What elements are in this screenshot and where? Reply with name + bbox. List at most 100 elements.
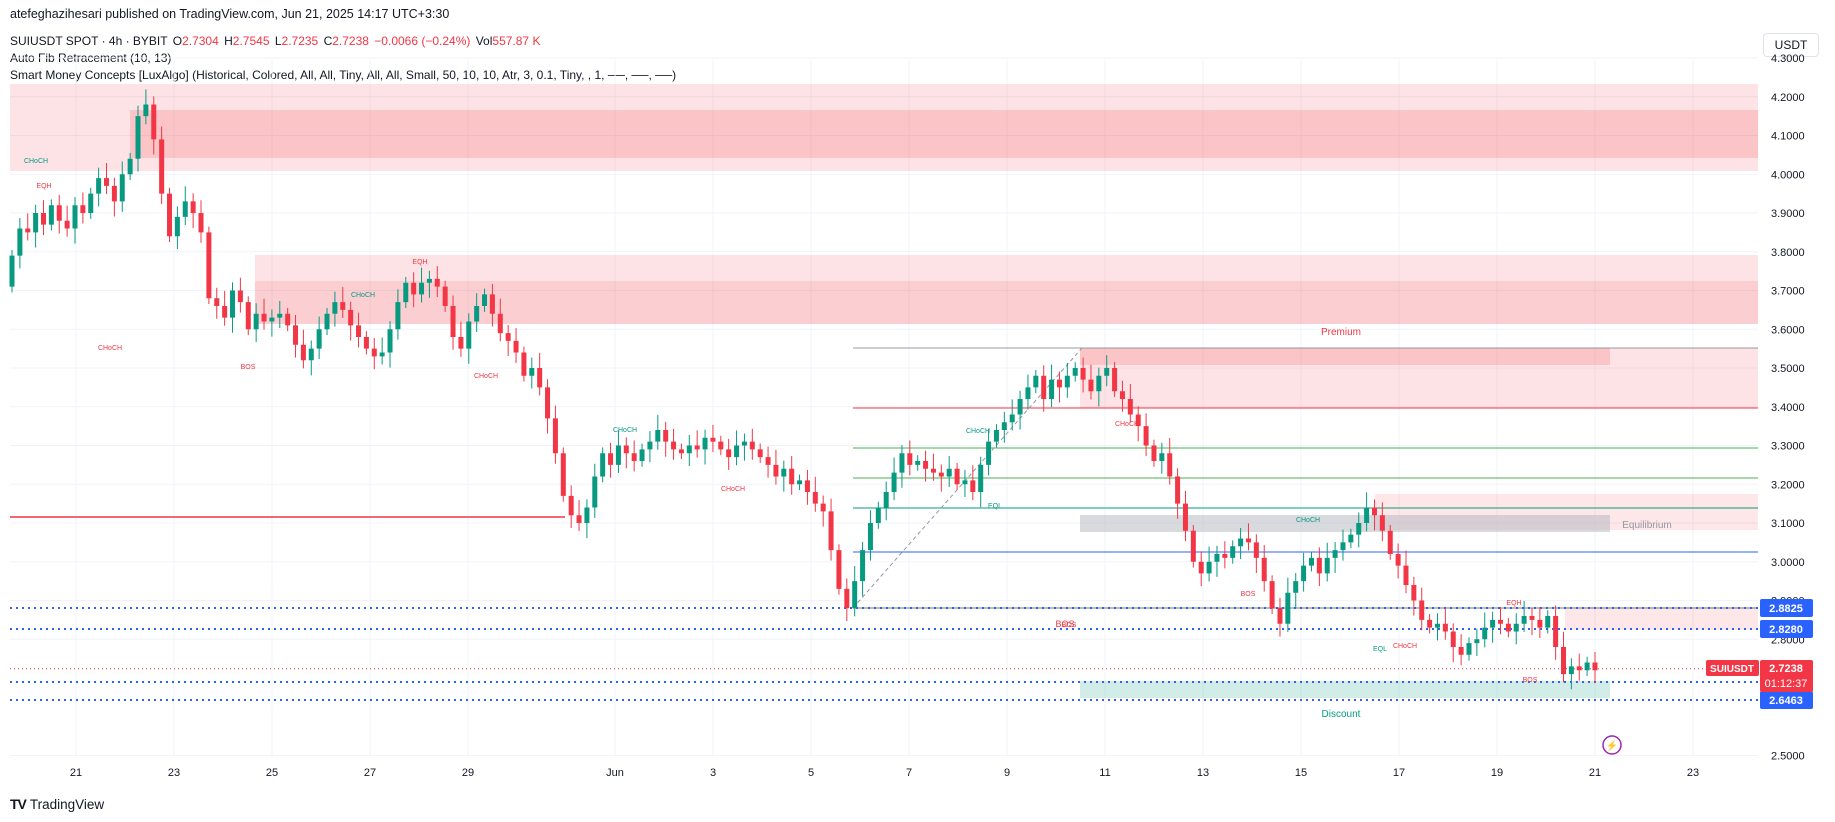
candle-body <box>773 464 779 477</box>
candle-body <box>1222 554 1228 558</box>
candle-body <box>789 468 795 485</box>
candle-body <box>1521 616 1527 624</box>
candle-body <box>33 213 39 233</box>
smc-label: EQH <box>36 183 51 190</box>
candle-body <box>1033 375 1039 388</box>
candle-body <box>474 306 480 322</box>
x-tick-label: 7 <box>906 767 912 779</box>
smc-label: CHoCH <box>613 427 637 434</box>
candle-body <box>395 302 401 330</box>
candle-body <box>80 205 86 213</box>
candle-body <box>174 216 180 237</box>
candle-body <box>1261 557 1267 582</box>
candle-body <box>568 495 574 516</box>
premium-label: Premium <box>1321 327 1361 338</box>
candle-body <box>545 387 551 419</box>
close-value: 2.7238 <box>332 34 369 48</box>
candle-body <box>1442 623 1448 632</box>
candle-body <box>781 468 787 477</box>
candle-body <box>1371 507 1377 516</box>
tradingview-logo[interactable]: TV TradingView <box>10 796 104 812</box>
candle-body <box>411 282 417 295</box>
candle-body <box>419 282 425 295</box>
candle-body <box>537 368 543 388</box>
candle-body <box>1135 414 1141 427</box>
x-tick-label: Jun <box>606 767 624 779</box>
lightning-icon: ⚡ <box>1606 739 1618 752</box>
x-tick-label: 3 <box>710 767 716 779</box>
smc-label: EQH <box>412 259 427 266</box>
tradingview-mark-icon: TV <box>10 796 27 812</box>
candle-body <box>111 185 117 202</box>
smc-label: CHoCH <box>474 373 498 380</box>
change-value: −0.0066 (−0.24%) <box>374 34 471 48</box>
close-label: C <box>323 34 333 48</box>
blue-price-tag-label: 2.6463 <box>1769 695 1803 707</box>
candle-body <box>1545 616 1551 628</box>
candle-body <box>1301 565 1307 582</box>
y-tick-label: 3.1000 <box>1771 518 1805 530</box>
candle-body <box>1214 554 1220 562</box>
candle-body <box>127 158 133 175</box>
candle-body <box>104 178 110 186</box>
open-label: O <box>172 34 183 48</box>
y-tick-label: 4.3000 <box>1771 53 1805 65</box>
smc-label: CHoCH <box>24 158 48 165</box>
candle-body <box>25 228 31 233</box>
candle-body <box>852 581 858 609</box>
candle-body <box>458 337 464 349</box>
open-value: 2.7304 <box>182 34 219 48</box>
candle-body <box>1364 507 1370 523</box>
candle-body <box>978 464 984 492</box>
candle-body <box>1379 515 1385 531</box>
candle-body <box>1064 375 1070 388</box>
candle-body <box>387 329 393 353</box>
candle-body <box>1182 503 1188 531</box>
candle-body <box>88 193 94 213</box>
candle-body <box>371 348 377 357</box>
candle-body <box>1497 619 1503 624</box>
y-tick-label: 3.5000 <box>1771 363 1805 375</box>
candle-body <box>167 193 173 237</box>
candle-body <box>1348 534 1354 543</box>
y-tick-label: 3.3000 <box>1771 441 1805 453</box>
price-chart[interactable]: CHoCH EQH CHoCH BOS CHoCH EQH CHoCH CHoCH CHoCH C… <box>0 0 1835 790</box>
smc-label: CHoCH <box>351 292 375 299</box>
symbol-line[interactable]: SUIUSDT SPOT · 4h · BYBIT <box>10 34 168 48</box>
x-tick-label: 9 <box>1004 767 1010 779</box>
candle-body <box>1332 550 1338 558</box>
symbol-price-tag-name: SUIUSDT <box>1710 664 1754 675</box>
smc-label: CHoCH <box>1393 643 1417 650</box>
y-tick-label: 3.8000 <box>1771 247 1805 259</box>
candle-body <box>1490 619 1496 628</box>
candle-body <box>1096 375 1102 392</box>
x-tick-label: 5 <box>808 767 814 779</box>
candle-body <box>1253 542 1259 558</box>
candle-body <box>560 453 566 496</box>
candle-body <box>1017 399 1023 415</box>
candle-body <box>277 313 283 318</box>
candle-body <box>1505 623 1511 632</box>
candle-body <box>1513 623 1519 632</box>
candle-body <box>600 453 606 477</box>
candle-body <box>1316 557 1322 574</box>
x-tick-label: 21 <box>1589 767 1601 779</box>
candle-body <box>710 437 716 442</box>
candle-body <box>143 104 149 117</box>
indicator-smc[interactable]: Smart Money Concepts [LuxAlgo] (Historic… <box>10 68 677 82</box>
currency-button[interactable]: USDT <box>1763 33 1819 57</box>
candle-body <box>1088 379 1094 392</box>
candle-body <box>1308 557 1314 566</box>
symbol-price-tag <box>1706 660 1759 676</box>
y-tick-label: 3.7000 <box>1771 286 1805 298</box>
high-label: H <box>224 34 233 48</box>
candle-body <box>1293 581 1299 593</box>
smc-label: BOS <box>1523 677 1538 684</box>
candle-body <box>631 453 637 461</box>
smc-label: CHoCH <box>98 345 122 352</box>
candle-body <box>285 313 291 326</box>
candle-body <box>1167 453 1173 477</box>
smc-label: CHoCH <box>1115 421 1139 428</box>
candle-body <box>993 430 999 442</box>
candle-body <box>237 290 243 303</box>
